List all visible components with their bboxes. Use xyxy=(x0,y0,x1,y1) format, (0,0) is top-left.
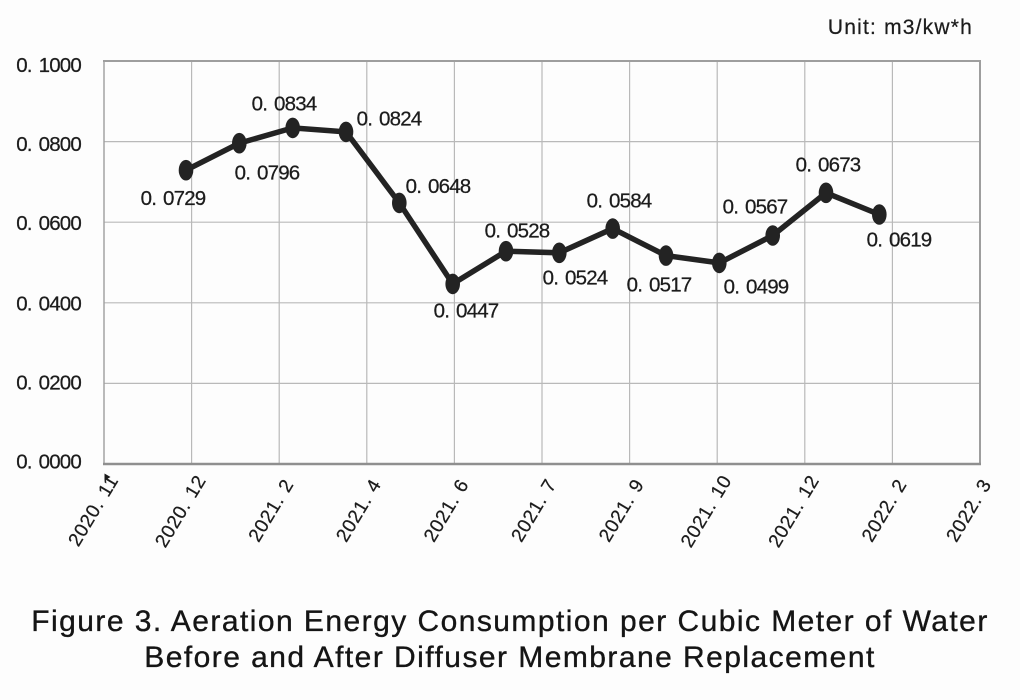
svg-text:0. 0800: 0. 0800 xyxy=(16,133,81,156)
svg-text:0. 0524: 0. 0524 xyxy=(543,267,608,290)
svg-text:0. 0600: 0. 0600 xyxy=(16,212,81,235)
svg-text:0. 0528: 0. 0528 xyxy=(485,220,550,243)
svg-text:2021. 12: 2021. 12 xyxy=(765,472,824,552)
svg-text:0. 0673: 0. 0673 xyxy=(796,154,861,177)
svg-text:0. 0567: 0. 0567 xyxy=(723,196,788,219)
svg-text:0. 0000: 0. 0000 xyxy=(16,451,81,474)
svg-text:0. 0648: 0. 0648 xyxy=(406,175,471,198)
svg-text:0. 0729: 0. 0729 xyxy=(141,187,206,210)
svg-text:0. 0796: 0. 0796 xyxy=(235,162,300,185)
svg-text:2021. 10: 2021. 10 xyxy=(677,472,736,552)
svg-text:2021. 9: 2021. 9 xyxy=(595,476,649,546)
svg-text:0. 0499: 0. 0499 xyxy=(724,276,789,299)
svg-text:2022. 2: 2022. 2 xyxy=(858,476,912,546)
svg-text:2022. 3: 2022. 3 xyxy=(943,476,997,546)
svg-text:0. 0619: 0. 0619 xyxy=(867,229,932,252)
svg-text:2021. 7: 2021. 7 xyxy=(508,476,562,546)
svg-text:0. 0517: 0. 0517 xyxy=(627,274,692,297)
svg-text:2021. 2: 2021. 2 xyxy=(245,476,299,546)
svg-text:0. 1000: 0. 1000 xyxy=(16,54,81,77)
svg-text:2020. 12: 2020. 12 xyxy=(152,472,211,552)
svg-text:0. 0200: 0. 0200 xyxy=(16,372,81,395)
svg-text:0. 0824: 0. 0824 xyxy=(357,108,422,131)
svg-text:0. 0400: 0. 0400 xyxy=(16,293,81,316)
svg-text:2021. 4: 2021. 4 xyxy=(332,476,386,546)
svg-text:0. 0834: 0. 0834 xyxy=(252,93,317,116)
svg-text:0. 0447: 0. 0447 xyxy=(434,300,499,323)
svg-text:2021. 6: 2021. 6 xyxy=(420,476,474,546)
svg-text:0. 0584: 0. 0584 xyxy=(587,190,652,213)
svg-text:2020. 11: 2020. 11 xyxy=(65,472,124,550)
svg-text:Unit: m3/kw*h: Unit: m3/kw*h xyxy=(828,16,973,39)
